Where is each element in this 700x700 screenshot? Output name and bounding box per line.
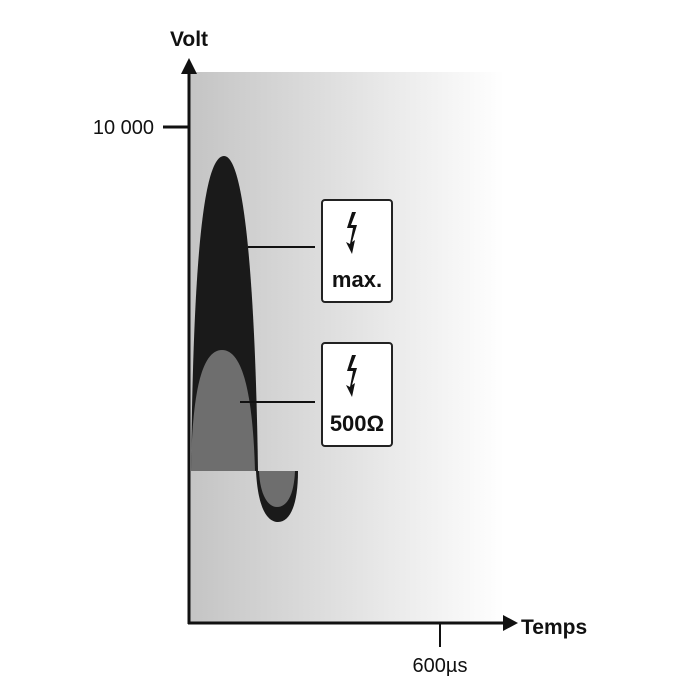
x-tick-label: 600µs	[413, 655, 468, 677]
x-axis-arrow-icon	[503, 615, 518, 631]
lightning-bolt-icon	[346, 212, 357, 254]
y-axis-label: Volt	[170, 28, 208, 51]
x-axis-label: Temps	[521, 616, 587, 639]
y-axis-arrow-icon	[181, 58, 197, 74]
500-ohm-negative-lobe	[259, 471, 295, 507]
lightning-bolt-icon	[346, 355, 357, 397]
y-tick-label: 10 000	[93, 117, 154, 139]
legend-max: max.	[321, 199, 393, 303]
legend-500-ohm-label: 500Ω	[330, 411, 384, 436]
500-ohm-pulse	[191, 350, 255, 471]
legend-500-ohm: 500Ω	[321, 342, 393, 447]
legend-max-label: max.	[332, 267, 382, 292]
